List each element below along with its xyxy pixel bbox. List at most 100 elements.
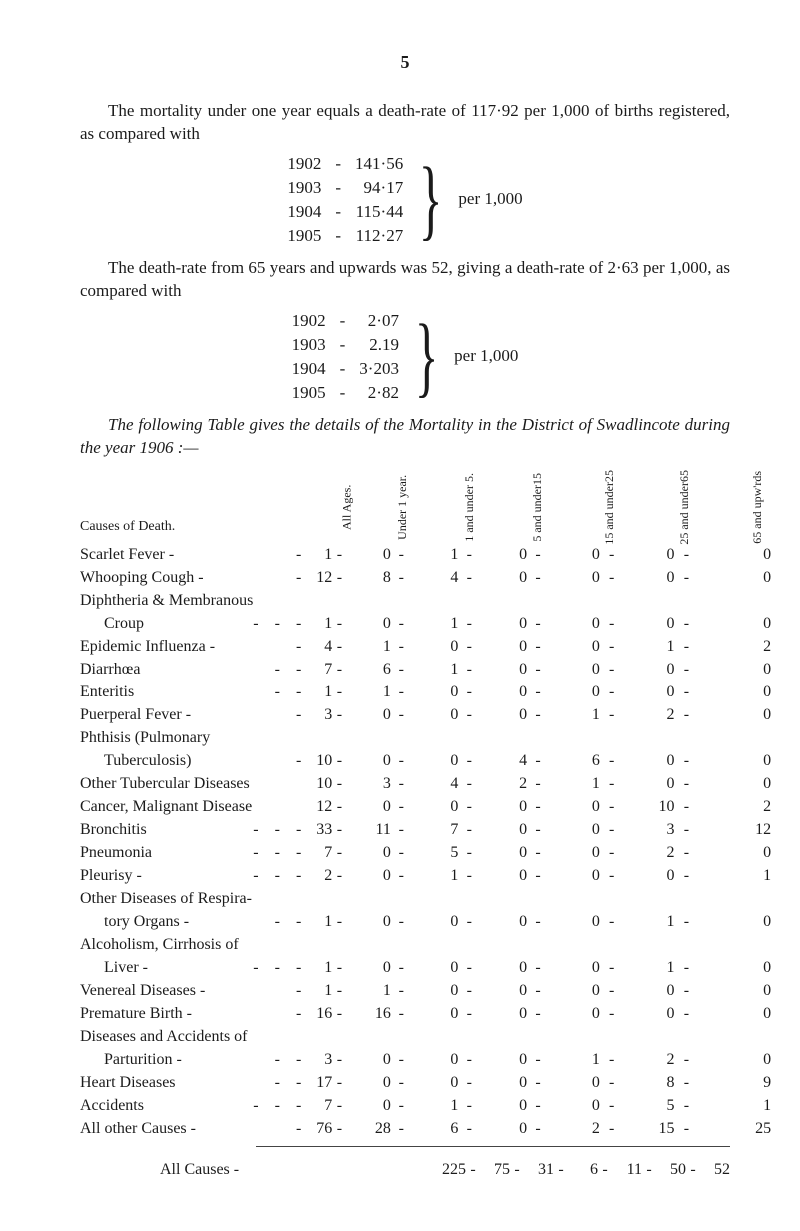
cause-cell: Diphtheria & Membranous (80, 589, 253, 612)
value-cell: 0 (624, 1002, 675, 1025)
lead-dashes (253, 727, 301, 750)
value-cell: 0 (698, 842, 771, 865)
dash-cell: - (332, 750, 346, 773)
value-cell: 3 (301, 1048, 332, 1071)
value-cell: 1 (347, 635, 391, 658)
dash-cell: - (600, 1048, 624, 1071)
dash-cell: - (391, 750, 412, 773)
dash-cell: - (458, 681, 480, 704)
dash-cell: - (458, 910, 480, 933)
total-row: All Causes -225-75-31-6-11-50-52 (80, 1147, 730, 1181)
dash-cell: - (527, 704, 549, 727)
value-cell (624, 727, 675, 750)
cause-cell: tory Organs - (80, 910, 253, 933)
lead-dashes (253, 933, 301, 956)
dash-cell: - (458, 819, 480, 842)
table-row: Alcoholism, Cirrhosis of (80, 933, 771, 956)
dash-cell: - (674, 543, 698, 566)
dash-cell: - (332, 612, 346, 635)
value-cell (347, 888, 391, 911)
cause-cell: Bronchitis (80, 819, 253, 842)
value-cell: 0 (347, 1071, 391, 1094)
dash-cell: - (391, 796, 412, 819)
dash-cell: - (391, 865, 412, 888)
total-label: All Causes - (80, 1147, 436, 1181)
v: 2.19 (359, 333, 399, 357)
dash-cell: - (554, 1147, 568, 1181)
dash-cell: - (674, 910, 698, 933)
value-cell: 10 (301, 773, 332, 796)
dash-cell: - (600, 979, 624, 1002)
value-cell: 4 (412, 566, 459, 589)
dash-cell: - (458, 1002, 480, 1025)
value-cell: 1 (698, 1094, 771, 1117)
dash-cell: - (642, 1147, 656, 1181)
dash-cell: - (458, 704, 480, 727)
value-cell: 0 (347, 956, 391, 979)
dash-cell: - (332, 819, 346, 842)
brace-icon: } (419, 160, 443, 240)
lead-dashes: - (253, 543, 301, 566)
value-cell: 0 (549, 819, 600, 842)
table-row: Phthisis (Pulmonary (80, 727, 771, 750)
dash-cell (600, 888, 624, 911)
value-cell: 1 (301, 681, 332, 704)
value-cell (549, 727, 600, 750)
value-cell: 0 (347, 543, 391, 566)
th-25-65: 25 and under65 (626, 470, 697, 545)
value-cell: 1 (347, 681, 391, 704)
table-row: Heart Diseases- -17-0-0-0-0-8-9 (80, 1071, 771, 1094)
dash-cell: - (391, 566, 412, 589)
dash-cell: - (600, 773, 624, 796)
v: 2·82 (359, 381, 399, 405)
value-cell: 4 (412, 773, 459, 796)
table-row: Whooping Cough --12-8-4-0-0-0-0 (80, 566, 771, 589)
y: 1903 (287, 176, 321, 200)
cause-cell: Whooping Cough - (80, 566, 253, 589)
value-cell: 5 (412, 842, 459, 865)
value-cell (412, 933, 459, 956)
dash-cell: - (332, 773, 346, 796)
dash-cell (674, 933, 698, 956)
value-cell (549, 933, 600, 956)
dash-cell (527, 888, 549, 911)
lead-dashes (253, 888, 301, 911)
dash-cell: - (332, 910, 346, 933)
value-cell: 1 (412, 658, 459, 681)
lead-dashes: - (253, 704, 301, 727)
value-cell: 1 (624, 956, 675, 979)
dash-cell: - (332, 681, 346, 704)
dash-cell (391, 727, 412, 750)
value-cell (624, 589, 675, 612)
dash-cell (458, 933, 480, 956)
value-cell: 0 (480, 1048, 527, 1071)
mortality-table: Causes of Death. All Ages. Under 1 year.… (80, 472, 771, 1140)
value-cell: 76 (301, 1117, 332, 1140)
table-row: Tuberculosis)-10-0-0-4-6-0-0 (80, 750, 771, 773)
value-cell: 2 (549, 1117, 600, 1140)
value-cell (698, 727, 771, 750)
lead-dashes: - (253, 750, 301, 773)
brace-icon: } (415, 317, 439, 397)
dash-cell (527, 933, 549, 956)
dash-cell: - (600, 819, 624, 842)
value-cell: 12 (301, 566, 332, 589)
value-cell (412, 727, 459, 750)
dash-cell (332, 888, 346, 911)
dash-cell: - (391, 612, 412, 635)
value-cell: 1 (412, 1094, 459, 1117)
value-cell: 8 (347, 566, 391, 589)
dash-cell: - (600, 750, 624, 773)
dash-cell: - (527, 842, 549, 865)
dash-cell: - (458, 750, 480, 773)
cause-cell: Cancer, Malignant Disease (80, 796, 253, 819)
dash-cell (600, 589, 624, 612)
value-cell (480, 589, 527, 612)
cause-cell: Other Tubercular Diseases (80, 773, 253, 796)
dash-cell: - (674, 773, 698, 796)
dash-cell: - (600, 1094, 624, 1117)
value-cell: 0 (549, 1094, 600, 1117)
dash-cell: - (674, 796, 698, 819)
cause-cell: Liver - (80, 956, 253, 979)
dash-cell: - (527, 1048, 549, 1071)
